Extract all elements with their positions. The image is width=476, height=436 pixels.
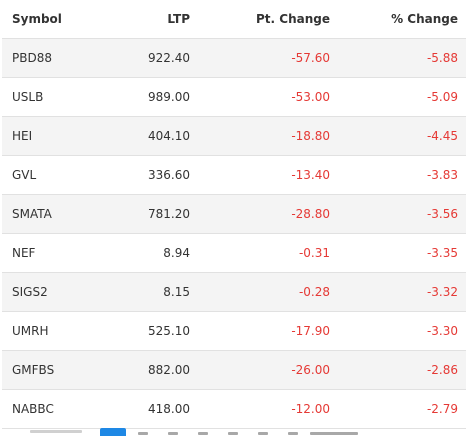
table-row[interactable]: HEI 404.10 -18.80 -4.45 xyxy=(2,116,466,156)
pagination-page-active[interactable] xyxy=(100,428,126,436)
cell-pct-change: -5.88 xyxy=(338,38,466,78)
pagination-previous-button[interactable] xyxy=(30,430,82,433)
pagination-page[interactable] xyxy=(228,432,238,435)
table-row[interactable]: GVL 336.60 -13.40 -3.83 xyxy=(2,155,466,195)
cell-pt-change: -18.80 xyxy=(198,116,338,156)
cell-pct-change: -2.86 xyxy=(338,350,466,390)
header-ltp[interactable]: LTP xyxy=(92,0,198,39)
pagination-next-button[interactable] xyxy=(310,432,358,435)
cell-ltp: 418.00 xyxy=(92,389,198,429)
pagination-page[interactable] xyxy=(168,432,178,435)
cell-symbol[interactable]: UMRH xyxy=(2,311,92,351)
table-row[interactable]: UMRH 525.10 -17.90 -3.30 xyxy=(2,311,466,351)
cell-pt-change: -0.31 xyxy=(198,233,338,273)
pagination-page[interactable] xyxy=(288,432,298,435)
pagination-page[interactable] xyxy=(138,432,148,435)
cell-pct-change: -4.45 xyxy=(338,116,466,156)
cell-pt-change: -26.00 xyxy=(198,350,338,390)
cell-ltp: 781.20 xyxy=(92,194,198,234)
table-row[interactable]: USLB 989.00 -53.00 -5.09 xyxy=(2,77,466,117)
table-row[interactable]: GMFBS 882.00 -26.00 -2.86 xyxy=(2,350,466,390)
cell-ltp: 525.10 xyxy=(92,311,198,351)
cell-ltp: 336.60 xyxy=(92,155,198,195)
cell-ltp: 8.94 xyxy=(92,233,198,273)
cell-pt-change: -57.60 xyxy=(198,38,338,78)
table-row[interactable]: PBD88 922.40 -57.60 -5.88 xyxy=(2,38,466,78)
pagination-page[interactable] xyxy=(198,432,208,435)
cell-pt-change: -12.00 xyxy=(198,389,338,429)
cell-pct-change: -3.56 xyxy=(338,194,466,234)
table-row[interactable]: NEF 8.94 -0.31 -3.35 xyxy=(2,233,466,273)
cell-symbol[interactable]: USLB xyxy=(2,77,92,117)
cell-ltp: 882.00 xyxy=(92,350,198,390)
table-row[interactable]: SMATA 781.20 -28.80 -3.56 xyxy=(2,194,466,234)
cell-pct-change: -2.79 xyxy=(338,389,466,429)
pagination xyxy=(0,428,476,436)
cell-pt-change: -28.80 xyxy=(198,194,338,234)
cell-pt-change: -53.00 xyxy=(198,77,338,117)
cell-symbol[interactable]: PBD88 xyxy=(2,38,92,78)
cell-ltp: 989.00 xyxy=(92,77,198,117)
cell-pct-change: -3.83 xyxy=(338,155,466,195)
cell-ltp: 8.15 xyxy=(92,272,198,312)
cell-symbol[interactable]: HEI xyxy=(2,116,92,156)
table-row[interactable]: SIGS2 8.15 -0.28 -3.32 xyxy=(2,272,466,312)
cell-symbol[interactable]: GMFBS xyxy=(2,350,92,390)
cell-ltp: 922.40 xyxy=(92,38,198,78)
cell-symbol[interactable]: NEF xyxy=(2,233,92,273)
header-pct-change[interactable]: % Change xyxy=(338,0,466,39)
header-pt-change[interactable]: Pt. Change xyxy=(198,0,338,39)
pagination-page[interactable] xyxy=(258,432,268,435)
cell-symbol[interactable]: SIGS2 xyxy=(2,272,92,312)
table-row[interactable]: NABBC 418.00 -12.00 -2.79 xyxy=(2,389,466,429)
cell-pct-change: -3.32 xyxy=(338,272,466,312)
cell-pt-change: -17.90 xyxy=(198,311,338,351)
cell-symbol[interactable]: GVL xyxy=(2,155,92,195)
cell-ltp: 404.10 xyxy=(92,116,198,156)
cell-pct-change: -5.09 xyxy=(338,77,466,117)
cell-pt-change: -0.28 xyxy=(198,272,338,312)
header-symbol[interactable]: Symbol xyxy=(2,0,92,39)
cell-pct-change: -3.30 xyxy=(338,311,466,351)
cell-pct-change: -3.35 xyxy=(338,233,466,273)
losers-table: Symbol LTP Pt. Change % Change PBD88 922… xyxy=(2,0,466,429)
cell-pt-change: -13.40 xyxy=(198,155,338,195)
cell-symbol[interactable]: NABBC xyxy=(2,389,92,429)
table-header-row: Symbol LTP Pt. Change % Change xyxy=(2,0,466,39)
cell-symbol[interactable]: SMATA xyxy=(2,194,92,234)
